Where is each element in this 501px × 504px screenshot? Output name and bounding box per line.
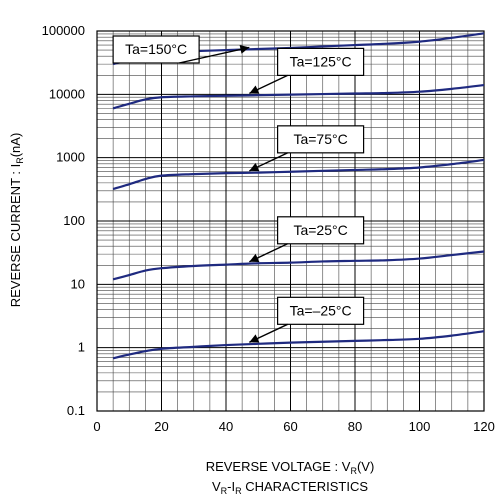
annotation-arrow-head xyxy=(239,44,250,54)
annotation-arrow-line xyxy=(178,46,250,64)
y-tick-label: 10000 xyxy=(49,86,85,101)
chart-caption: VR-IR CHARACTERISTICS xyxy=(212,479,368,496)
series-line-2 xyxy=(112,158,485,191)
annotation-arrow-head xyxy=(249,253,260,263)
y-tick-label: 100000 xyxy=(42,23,85,38)
x-axis-label: REVERSE VOLTAGE : VR(V) xyxy=(206,459,375,476)
series-line-3 xyxy=(112,250,485,281)
annotation-box xyxy=(277,125,365,154)
series-label: Ta=75°C xyxy=(293,131,347,147)
caption-subscript-a: R xyxy=(221,486,228,496)
series-label: Ta=–25°C xyxy=(290,302,352,318)
x-tick-label: 60 xyxy=(283,419,297,434)
y-tick-label: 1000 xyxy=(56,150,85,165)
y-tick-label: 100 xyxy=(63,213,85,228)
x-tick-labels: 0 20 40 60 80 100 120 xyxy=(93,419,494,434)
x-axis-label-subscript: R xyxy=(350,466,357,476)
x-tick-label: 80 xyxy=(348,419,362,434)
annotation-arrow-head xyxy=(249,85,260,94)
y-tick-labels: 0.1 1 10 100 1000 10000 100000 xyxy=(42,23,85,418)
annotation-box xyxy=(277,216,365,245)
annotation-arrow-head xyxy=(249,334,260,343)
x-tick-label: 20 xyxy=(154,419,168,434)
x-tick-label: 40 xyxy=(219,419,233,434)
x-tick-label: 100 xyxy=(409,419,431,434)
y-axis-label-subscript: R xyxy=(15,157,25,164)
series-line-1 xyxy=(112,83,485,110)
caption-subscript-b: R xyxy=(235,486,242,496)
series-label: Ta=125°C xyxy=(290,53,352,69)
annotation-arrow-head xyxy=(249,162,260,172)
y-tick-label: 1 xyxy=(78,340,85,355)
y-tick-label: 10 xyxy=(71,276,85,291)
x-tick-label: 0 xyxy=(93,419,100,434)
series-label: Ta=150°C xyxy=(125,41,187,57)
annotation-layer: Ta=150°C Ta=125°C Ta=75°C Ta=25°C Ta=–25°C xyxy=(112,35,365,343)
x-tick-label: 120 xyxy=(473,419,495,434)
annotation-box xyxy=(112,35,200,64)
y-axis-label: REVERSE CURRENT : IR(nA) xyxy=(8,133,25,308)
annotation-box xyxy=(277,296,365,325)
series-label: Ta=25°C xyxy=(293,222,347,238)
annotation-box xyxy=(277,47,365,77)
series-layer xyxy=(112,32,485,360)
series-line-4 xyxy=(112,330,485,360)
plot-frame xyxy=(96,30,485,412)
y-tick-label: 0.1 xyxy=(67,403,85,418)
